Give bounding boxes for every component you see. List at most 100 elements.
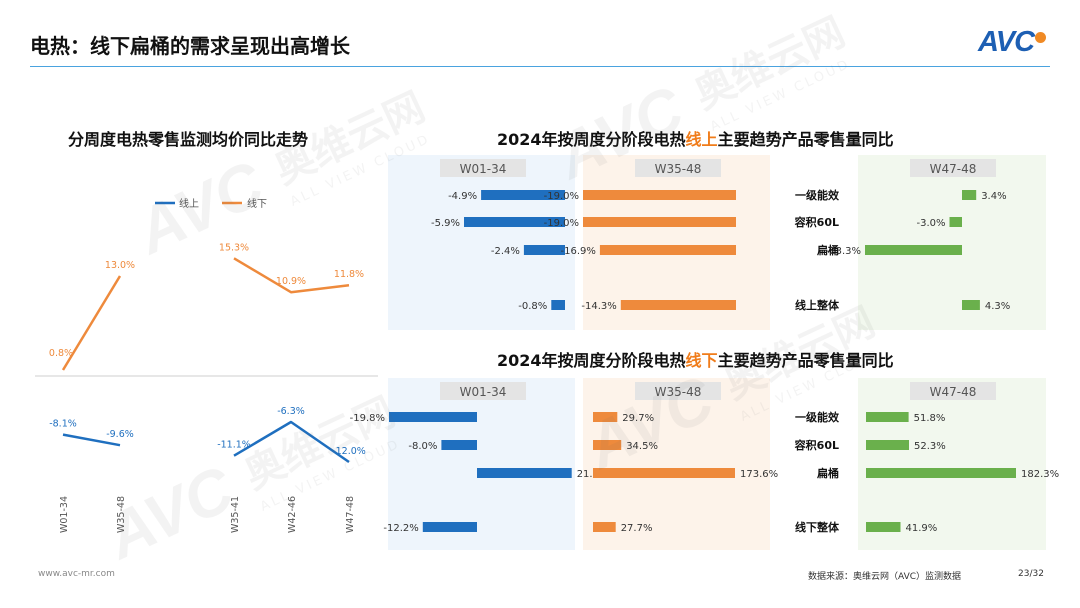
online-category-label: 线上整体: [795, 298, 840, 312]
offline-bar-label: 21.3%: [577, 469, 609, 480]
online-bar: [865, 245, 962, 255]
online-bar-label: -23.3%: [826, 246, 861, 257]
offline-bar: [866, 440, 909, 450]
offline-category-label: 容积60L: [794, 438, 839, 452]
offline-line-segment-2: [233, 257, 350, 294]
online-bar: [620, 300, 736, 310]
online-category-label: 扁桶: [817, 243, 839, 257]
legend-online-label: 线上: [179, 197, 199, 210]
offline-bar: [593, 440, 622, 450]
offline-title-highlight: 线下: [685, 351, 718, 370]
offline-period-header: W47-48: [930, 385, 977, 399]
offline-bar-label: 52.3%: [914, 441, 946, 452]
online-category-label: 容积60L: [794, 215, 839, 229]
offline-category-label: 线下整体: [795, 520, 840, 534]
online-period-header-bg: [910, 159, 996, 177]
logo-text: AVC: [978, 26, 1035, 58]
footer-source: 数据来源：奥维云网（AVC）监测数据: [808, 572, 962, 582]
offline-title-suffix: 主要趋势产品零售量同比: [717, 351, 894, 370]
price-trend-chart: 线上 线下 0.8% 13.0% 15.3% 10.9% 11.8% -8.1% -9.6% -1…: [35, 197, 378, 533]
offline-period-header: W35-48: [655, 385, 702, 399]
online-bar-label: -5.9%: [431, 218, 460, 229]
online-bar-label: 3.4%: [981, 191, 1006, 202]
logo-dot-icon: [1035, 32, 1047, 43]
online-bar: [583, 190, 736, 200]
online-bar: [599, 245, 736, 255]
offline-bar-label: -12.2%: [383, 523, 418, 534]
online-bar-label: -19.0%: [544, 218, 579, 229]
offline-point-label: 10.9%: [276, 276, 306, 287]
online-bar-label: -2.4%: [491, 246, 520, 257]
online-title-prefix: 2024年按周度分阶段电热: [497, 130, 686, 149]
online-bar-label: -4.9%: [448, 191, 477, 202]
offline-bar-label: -19.8%: [350, 413, 385, 424]
online-point-label: -12.0%: [332, 446, 366, 457]
offline-point-label: 0.8%: [49, 348, 73, 359]
online-bar: [551, 300, 565, 310]
offline-period-header-bg: [440, 382, 526, 400]
online-line-segment-1: [62, 433, 121, 447]
online-bar: [523, 245, 565, 255]
online-point-label: -6.3%: [277, 406, 305, 417]
online-bar-label: -3.0%: [916, 218, 945, 229]
online-panel-bg: [388, 155, 575, 330]
offline-bar: [866, 468, 1016, 478]
brand-logo: AVC: [978, 26, 1047, 59]
online-period-header: W01-34: [460, 162, 507, 176]
online-category-label: 一级能效: [795, 188, 840, 202]
offline-bar-label: 34.5%: [626, 441, 658, 452]
online-panel-bg: [858, 155, 1046, 330]
offline-bar: [866, 412, 909, 422]
online-bar: [583, 217, 736, 227]
header-divider: [30, 66, 1050, 67]
online-bar: [962, 190, 977, 200]
offline-panel-title: 2024年按周度分阶段电热线下主要趋势产品零售量同比: [497, 347, 894, 371]
offline-bar: [593, 468, 735, 478]
online-period-header: W47-48: [930, 162, 977, 176]
offline-point-label: 11.8%: [334, 269, 364, 280]
online-panel-title: 2024年按周度分阶段电热线上主要趋势产品零售量同比: [497, 126, 894, 150]
offline-bar-label: 41.9%: [906, 523, 938, 534]
online-line-segment-2: [233, 420, 350, 464]
offline-category-label: 一级能效: [795, 410, 840, 424]
online-title-highlight: 线上: [685, 130, 718, 149]
offline-bar-label: 27.7%: [621, 523, 653, 534]
offline-period-header: W01-34: [460, 385, 507, 399]
online-bar-label: -0.8%: [518, 301, 547, 312]
offline-line-segment-1: [61, 275, 122, 371]
left-chart-title: 分周度电热零售监测均价同比走势: [68, 130, 309, 149]
x-tick-label: W01-34: [59, 496, 70, 533]
online-bar: [949, 217, 962, 227]
online-bar-label: 4.3%: [985, 301, 1010, 312]
offline-point-label: 15.3%: [219, 242, 249, 253]
offline-bar: [593, 522, 616, 532]
legend-offline-label: 线下: [247, 197, 267, 210]
x-tick-label: W35-41: [230, 496, 241, 533]
online-point-label: -11.1%: [217, 440, 251, 451]
online-period-header-bg: [440, 159, 526, 177]
online-title-suffix: 主要趋势产品零售量同比: [717, 130, 894, 149]
online-point-label: -9.6%: [106, 429, 134, 440]
offline-bar: [593, 412, 618, 422]
online-point-label: -8.1%: [49, 419, 77, 430]
offline-bar: [441, 440, 477, 450]
offline-bar-label: 182.3%: [1021, 469, 1059, 480]
offline-panel-bg: [858, 378, 1046, 550]
offline-bar-label: 51.8%: [914, 413, 946, 424]
online-bar-label: -14.3%: [581, 301, 616, 312]
offline-bar: [477, 468, 572, 478]
offline-bar: [866, 522, 901, 532]
offline-bar-label: 173.6%: [740, 469, 778, 480]
offline-panel-bg: [388, 378, 575, 550]
x-tick-label: W47-48: [345, 496, 356, 533]
online-bar: [481, 190, 565, 200]
online-bar: [464, 217, 565, 227]
x-tick-label: W42-46: [287, 496, 298, 533]
offline-period-header-bg: [910, 382, 996, 400]
offline-bar-label: 29.7%: [622, 413, 654, 424]
online-bar-label: -19.0%: [544, 191, 579, 202]
page-title: 电热：线下扁桶的需求呈现出高增长: [30, 34, 350, 58]
offline-period-header-bg: [635, 382, 721, 400]
x-tick-label: W35-48: [116, 496, 127, 533]
